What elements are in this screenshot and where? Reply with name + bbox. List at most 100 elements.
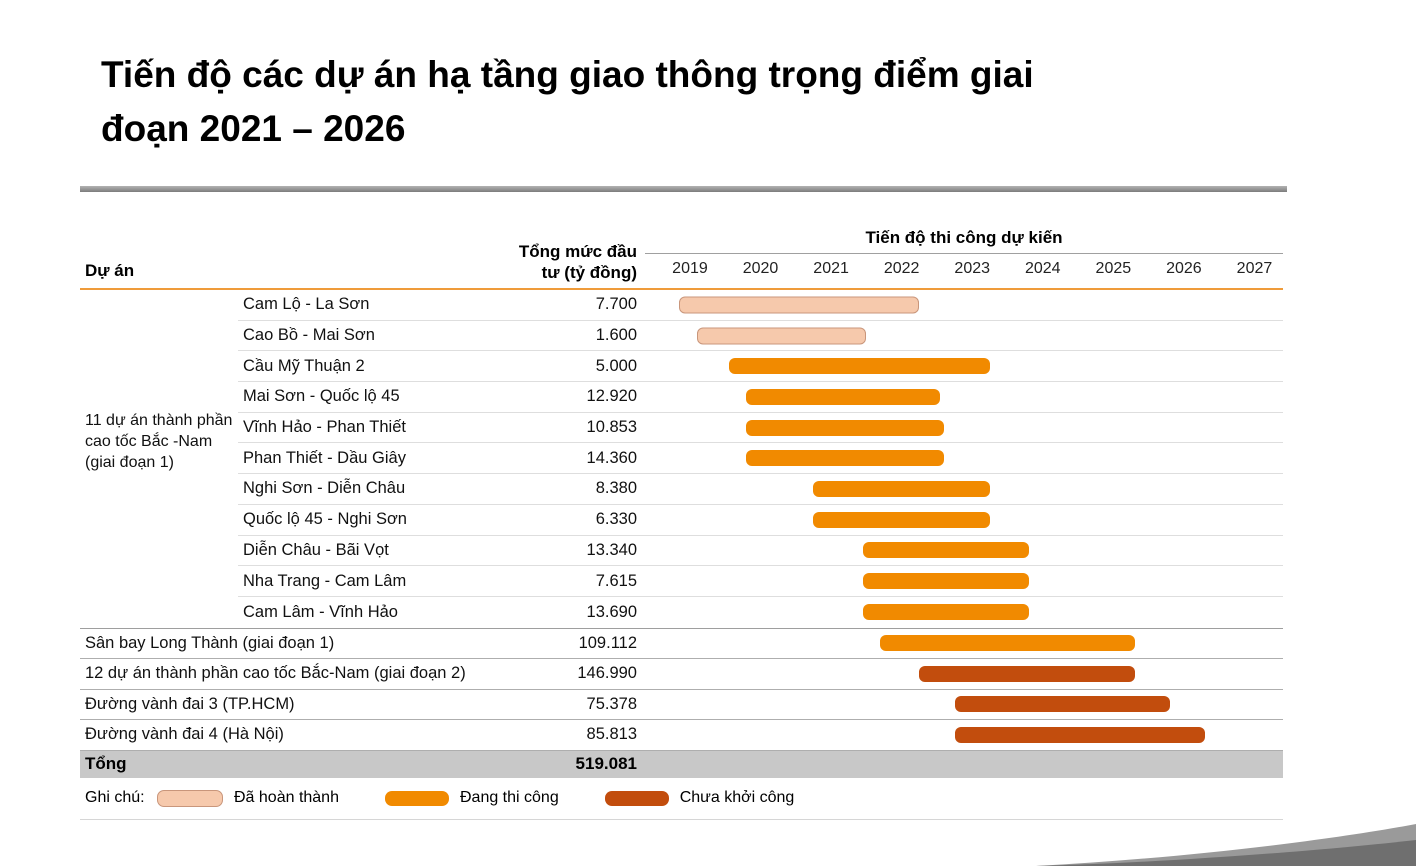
group-column-cell bbox=[80, 321, 238, 352]
project-name: Nghi Sơn - Diễn Châu bbox=[243, 479, 406, 498]
year-tick: 2025 bbox=[1095, 260, 1132, 277]
year-tick: 2019 bbox=[672, 260, 708, 277]
table-row: Phan Thiết - Dầu Giây 14.360 bbox=[80, 443, 1283, 475]
investment-value: 6.330 bbox=[595, 510, 637, 529]
investment-value: 1.600 bbox=[595, 326, 637, 345]
investment-value: 12.920 bbox=[586, 387, 637, 406]
project-name: Cam Lộ - La Sơn bbox=[243, 295, 370, 314]
legend-item-not-started: Chưa khởi công bbox=[604, 789, 795, 807]
gantt-table: Dự án Tổng mức đầu tư (tỷ đồng) Tiến độ t… bbox=[80, 222, 1283, 820]
legend: Ghi chú: Đã hoàn thành Đang thi công Chư… bbox=[80, 778, 1283, 820]
timeline-cell bbox=[645, 413, 1283, 443]
year-tick: 2021 bbox=[813, 260, 849, 277]
timeline-cell bbox=[645, 321, 1283, 351]
total-value: 519.081 bbox=[575, 754, 637, 774]
corner-swoosh-decoration bbox=[1036, 824, 1416, 866]
column-header-project: Dự án bbox=[85, 261, 135, 280]
timeline-cell bbox=[645, 505, 1283, 535]
table-row: Đường vành đai 4 (Hà Nội) 85.813 bbox=[80, 720, 1283, 751]
group-label-phase1: 11 dự án thành phần cao tốc Bắc -Nam (gi… bbox=[85, 412, 233, 471]
gantt-bar bbox=[697, 327, 867, 345]
gantt-bar bbox=[954, 726, 1206, 743]
table-row: 12 dự án thành phần cao tốc Bắc-Nam (gia… bbox=[80, 659, 1283, 690]
year-tick: 2023 bbox=[954, 260, 991, 277]
project-name: Cam Lâm - Vĩnh Hảo bbox=[243, 602, 398, 621]
gantt-bar bbox=[813, 511, 990, 528]
investment-value: 14.360 bbox=[586, 448, 637, 467]
gantt-bar bbox=[746, 388, 941, 405]
investment-value: 7.615 bbox=[595, 571, 637, 590]
group-column-cell bbox=[80, 505, 238, 536]
gantt-bar bbox=[746, 419, 944, 436]
not-started-swatch bbox=[604, 790, 669, 806]
investment-value: 13.690 bbox=[586, 602, 637, 621]
timeline-cell bbox=[645, 629, 1283, 659]
year-tick: 2022 bbox=[883, 260, 920, 277]
project-name: Quốc lộ 45 - Nghi Sơn bbox=[243, 510, 407, 529]
page-title: Tiến độ các dự án hạ tầng giao thông trọ… bbox=[101, 48, 1251, 155]
table-header: Dự án Tổng mức đầu tư (tỷ đồng) Tiến độ t… bbox=[80, 222, 1283, 290]
legend-item-in-progress: Đang thi công bbox=[384, 789, 559, 807]
table-row: Cam Lộ - La Sơn 7.700 bbox=[80, 290, 1283, 321]
timeline-cell bbox=[645, 566, 1283, 596]
project-name: Phan Thiết - Dầu Giây bbox=[243, 448, 406, 467]
table-row: Quốc lộ 45 - Nghi Sơn 6.330 bbox=[80, 505, 1283, 536]
legend-item-completed: Đã hoàn thành bbox=[157, 789, 339, 807]
gantt-bar bbox=[862, 542, 1029, 559]
table-row: Vĩnh Hảo - Phan Thiết 10.853 bbox=[80, 413, 1283, 444]
rows-sections: Sân bay Long Thành (giai đoạn 1) 109.112 1… bbox=[80, 629, 1283, 751]
legend-label-completed: Đã hoàn thành bbox=[234, 789, 339, 807]
title-separator bbox=[80, 186, 1287, 192]
project-name: 12 dự án thành phần cao tốc Bắc-Nam (gia… bbox=[85, 664, 466, 683]
legend-label-in-progress: Đang thi công bbox=[459, 789, 559, 807]
timeline-cell bbox=[645, 382, 1283, 412]
table-row: Diễn Châu - Bãi Vọt 13.340 bbox=[80, 536, 1283, 567]
investment-value: 109.112 bbox=[578, 633, 637, 652]
investment-value: 75.378 bbox=[586, 694, 637, 713]
timeline-cell bbox=[645, 597, 1283, 628]
group-column-cell bbox=[80, 536, 238, 567]
gantt-bar bbox=[862, 573, 1029, 590]
in-progress-swatch bbox=[384, 790, 449, 806]
investment-value: 8.380 bbox=[595, 479, 637, 498]
year-tick: 2026 bbox=[1166, 260, 1202, 277]
gantt-bar bbox=[728, 358, 990, 375]
timeline-cell bbox=[645, 474, 1283, 504]
project-name: Cao Bồ - Mai Sơn bbox=[243, 326, 375, 345]
timeline-cell bbox=[645, 659, 1283, 689]
timeline-cell bbox=[645, 290, 1283, 320]
gantt-bar bbox=[679, 296, 920, 314]
table-row: Cam Lâm - Vĩnh Hảo 13.690 bbox=[80, 597, 1283, 628]
timeline-cell bbox=[645, 536, 1283, 566]
legend-title: Ghi chú: bbox=[85, 789, 145, 807]
gantt-bar bbox=[880, 635, 1135, 652]
column-header-investment: Tổng mức đầu tư (tỷ đồng) bbox=[519, 241, 637, 284]
timeline-cell bbox=[645, 720, 1283, 750]
year-tick: 2027 bbox=[1236, 260, 1273, 277]
legend-label-not-started: Chưa khởi công bbox=[679, 789, 795, 807]
investment-value: 85.813 bbox=[586, 725, 637, 744]
investment-value: 13.340 bbox=[586, 540, 637, 559]
completed-swatch bbox=[157, 789, 223, 807]
investment-value: 146.990 bbox=[577, 664, 637, 683]
gantt-bar bbox=[919, 665, 1135, 682]
project-name: Vĩnh Hảo - Phan Thiết bbox=[243, 418, 406, 437]
project-name: Mai Sơn - Quốc lộ 45 bbox=[243, 387, 400, 406]
investment-value: 10.853 bbox=[586, 418, 637, 437]
project-name: Nha Trang - Cam Lâm bbox=[243, 571, 407, 590]
group-column-cell bbox=[80, 290, 238, 321]
investment-value: 5.000 bbox=[595, 356, 637, 375]
timeline-title: Tiến độ thi công dự kiến bbox=[645, 222, 1283, 254]
project-name: Cầu Mỹ Thuận 2 bbox=[243, 356, 365, 375]
total-row: Tổng 519.081 bbox=[80, 750, 1283, 778]
timeline-cell bbox=[645, 690, 1283, 720]
investment-header-line2: tư (tỷ đồng) bbox=[541, 262, 637, 282]
table-row: Cầu Mỹ Thuận 2 5.000 bbox=[80, 351, 1283, 383]
year-tick: 2020 bbox=[742, 260, 779, 277]
project-name: Đường vành đai 3 (TP.HCM) bbox=[85, 694, 295, 713]
group-column-cell bbox=[80, 597, 238, 628]
group-column-cell bbox=[80, 474, 238, 505]
project-name: Đường vành đai 4 (Hà Nội) bbox=[85, 725, 284, 744]
year-axis: 2019 2020 2021 2022 2023 2024 2025 2026 2027 bbox=[645, 254, 1283, 284]
